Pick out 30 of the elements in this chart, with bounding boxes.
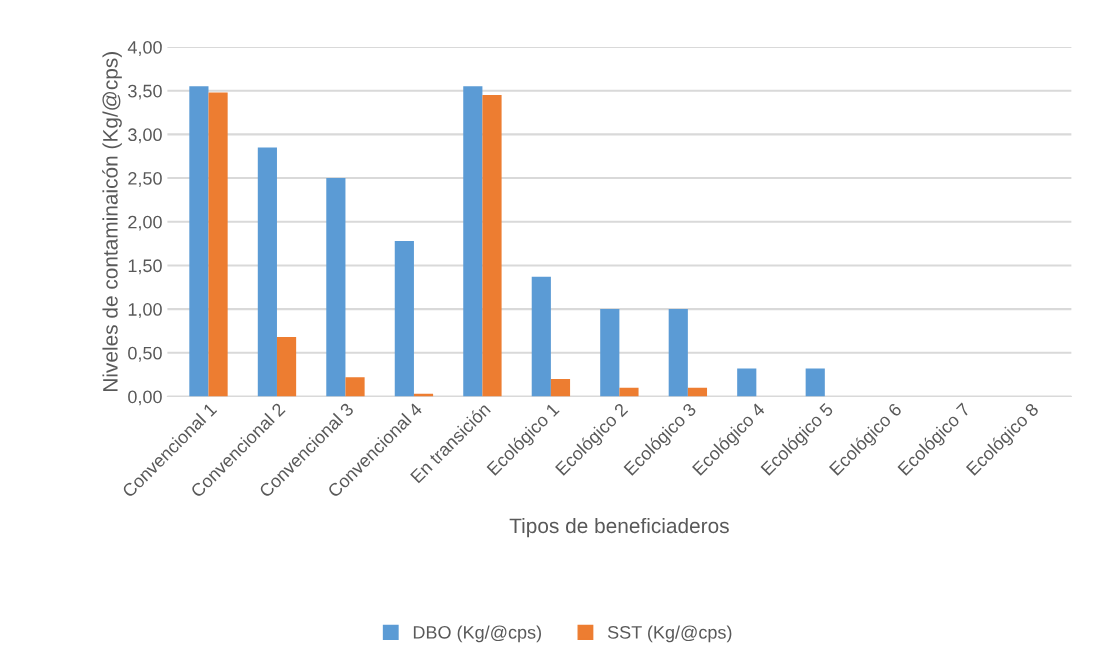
x-axis-title: Tipos de beneficiaderos	[509, 517, 729, 538]
y-tick-label: 2,50	[128, 172, 162, 187]
y-tick-label: 3,50	[128, 84, 162, 100]
legend-label: SST (Kg/@cps)	[607, 625, 732, 643]
y-tick-label: 3,00	[128, 128, 162, 144]
bar	[482, 95, 502, 397]
bar	[276, 337, 297, 397]
bar	[531, 276, 551, 397]
bar	[668, 309, 688, 397]
legend-label: DBO (Kg/@cps)	[413, 625, 541, 643]
y-tick-label: 1,00	[128, 303, 162, 318]
bar	[463, 86, 483, 397]
bar	[189, 86, 209, 397]
y-tick-label: 0,00	[128, 390, 162, 406]
bar	[345, 377, 365, 397]
bar	[550, 379, 571, 397]
y-tick-label: 0,50	[128, 346, 162, 362]
bar	[208, 92, 228, 397]
bar	[394, 240, 414, 397]
y-tick-label: 4,00	[127, 40, 162, 56]
bar	[619, 387, 639, 397]
y-tick-label: 2,00	[128, 215, 162, 231]
bar	[737, 368, 757, 397]
y-tick-label: 1,50	[128, 259, 162, 275]
bar	[257, 147, 277, 397]
bar	[326, 178, 346, 397]
bar	[687, 387, 708, 397]
bar	[805, 368, 825, 397]
y-axis-title: Niveles de contaminaicón (Kg/@cps)	[102, 52, 122, 391]
bar	[600, 309, 620, 397]
